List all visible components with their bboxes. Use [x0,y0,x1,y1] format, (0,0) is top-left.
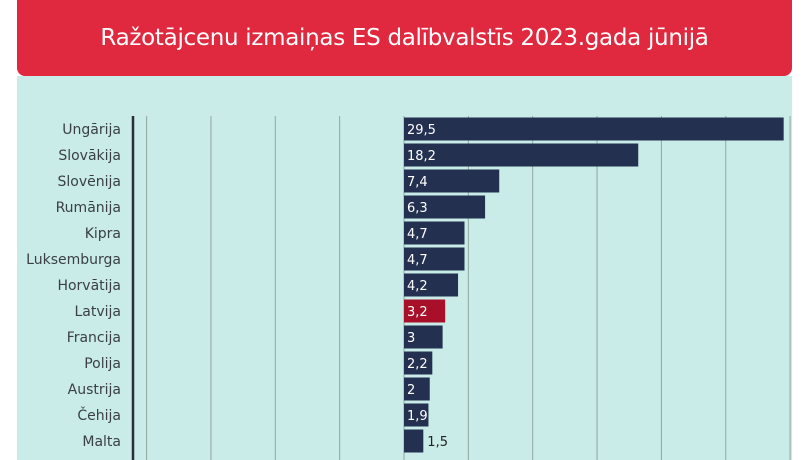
chart-title: Ražotājcenu izmaiņas ES dalībvalstīs 202… [100,25,709,51]
bar-9 [404,325,443,349]
data-label: 3 [407,331,415,346]
data-label: 18,2 [407,149,436,164]
category-label: Slovēnija [58,174,121,190]
bar-6 [404,247,465,271]
category-label: Slovākija [58,148,121,164]
data-label: 29,5 [407,123,436,138]
data-label: 3,2 [407,305,428,320]
data-label: 4,2 [407,279,428,294]
category-label: Francija [67,330,121,346]
category-label: Luksemburga [26,252,121,268]
category-label: Polija [84,356,121,372]
bar-2 [404,143,639,167]
data-label: 1,5 [427,435,448,450]
category-label: Austrija [68,382,121,398]
data-label: 7,4 [407,175,428,190]
bar-13 [404,429,424,453]
data-label: 4,7 [407,227,428,242]
category-label: Čehija [77,406,121,424]
bar-4 [404,195,486,219]
category-label: Horvātija [57,278,121,294]
data-label: 6,3 [407,201,428,216]
bar-5 [404,221,465,245]
category-label: Kipra [85,226,121,242]
category-label: Malta [82,434,121,450]
data-label: 2 [407,383,415,398]
bar-chart: Ungārija 29,5 Slovākija 18,2 Slovēnija 7,4 Rum… [26,116,791,460]
bar-7 [404,273,459,297]
bar-11 [404,377,430,401]
category-label: Ungārija [62,122,121,138]
chart-panel: Ungārija 29,5 Slovākija 18,2 Slovēnija 7,4 Rum… [17,76,792,460]
bar-10 [404,351,433,375]
bar-8 [404,299,446,323]
bar-12 [404,403,429,427]
data-label: 2,2 [407,357,428,372]
bar-1 [404,117,784,141]
category-label: Rumānija [56,200,121,216]
chart-header: Ražotājcenu izmaiņas ES dalībvalstīs 202… [17,0,792,76]
data-label: 4,7 [407,253,428,268]
bar-3 [404,169,500,193]
data-label: 1,9 [407,409,428,424]
category-label: Latvija [74,304,121,320]
